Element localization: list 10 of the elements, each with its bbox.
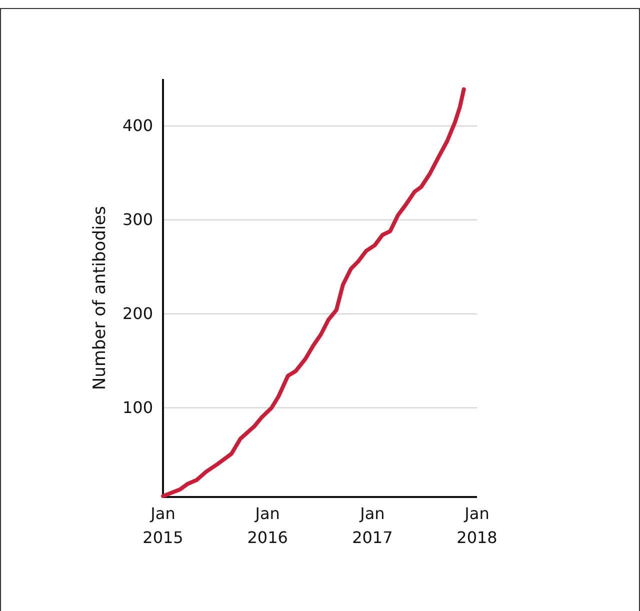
x-tick-label: Jan 2015 bbox=[142, 504, 184, 547]
x-tick-label: Jan 2017 bbox=[352, 504, 393, 547]
x-tick-label: Jan 2016 bbox=[247, 504, 288, 547]
x-tick-label: Jan 2018 bbox=[456, 504, 498, 547]
y-axis-title: Number of antibodies bbox=[90, 206, 110, 390]
y-tick-label: 300 bbox=[122, 210, 153, 230]
y-tick-label: 400 bbox=[122, 116, 153, 136]
y-tick-label: 100 bbox=[122, 398, 153, 417]
y-tick-label: 200 bbox=[122, 304, 153, 323]
line-series bbox=[161, 87, 466, 498]
